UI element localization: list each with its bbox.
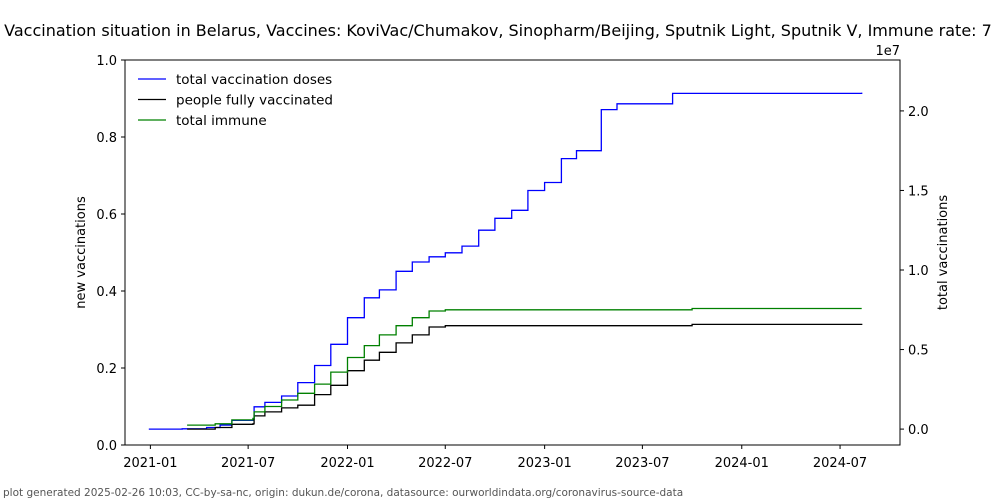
legend-label-1: people fully vaccinated	[176, 93, 333, 109]
x-tick-label-7: 2024-07	[813, 456, 867, 471]
y-right-tick-label-1: 0.5	[908, 344, 929, 359]
series-line-2	[187, 307, 862, 426]
x-tick-label-3: 2022-07	[418, 456, 472, 471]
series-group	[148, 92, 863, 430]
y-right-tick-label-4: 2.0	[908, 105, 929, 120]
series-line-0	[148, 92, 863, 430]
x-tick-label-5: 2023-07	[615, 456, 669, 471]
y-left-tick-label-4: 0.8	[96, 131, 117, 146]
series-line-1	[187, 323, 863, 430]
x-tick-label-2: 2022-01	[320, 456, 374, 471]
x-tick-label-1: 2021-07	[221, 456, 275, 471]
y-left-tick-label-2: 0.4	[96, 285, 117, 300]
x-axis: 2021-01 2021-07 2022-01 2022-07 2023-01 2023-…	[123, 445, 867, 471]
y-axis-left: 0.0 0.2 0.4 0.6 0.8 1.0	[96, 54, 125, 454]
y-right-tick-label-2: 1.0	[908, 264, 929, 279]
y-right-tick-label-3: 1.5	[908, 184, 929, 199]
y-axis-right-offset-label: 1e7	[875, 44, 900, 59]
y-left-tick-label-1: 0.2	[96, 362, 117, 377]
y-axis-left-title: new vaccinations	[74, 196, 89, 309]
x-tick-label-0: 2021-01	[123, 456, 177, 471]
y-right-tick-label-0: 0.0	[908, 423, 929, 438]
y-left-tick-label-3: 0.6	[96, 208, 117, 223]
y-left-tick-label-0: 0.0	[96, 439, 117, 454]
legend: total vaccination doses people fully vacc…	[138, 72, 333, 129]
y-left-tick-label-5: 1.0	[96, 54, 117, 69]
footer-credit: plot generated 2025-02-26 10:03, CC-by-s…	[3, 487, 684, 499]
x-tick-label-4: 2023-01	[517, 456, 571, 471]
legend-label-2: total immune	[176, 113, 267, 129]
x-tick-label-6: 2024-01	[715, 456, 769, 471]
chart-title: Vaccination situation in Belarus, Vaccin…	[4, 21, 992, 40]
legend-label-0: total vaccination doses	[176, 72, 332, 88]
y-axis-right: 0.0 0.5 1.0 1.5 2.0	[900, 105, 929, 438]
y-axis-right-title: total vaccinations	[936, 195, 951, 311]
plot-frame	[124, 59, 901, 446]
